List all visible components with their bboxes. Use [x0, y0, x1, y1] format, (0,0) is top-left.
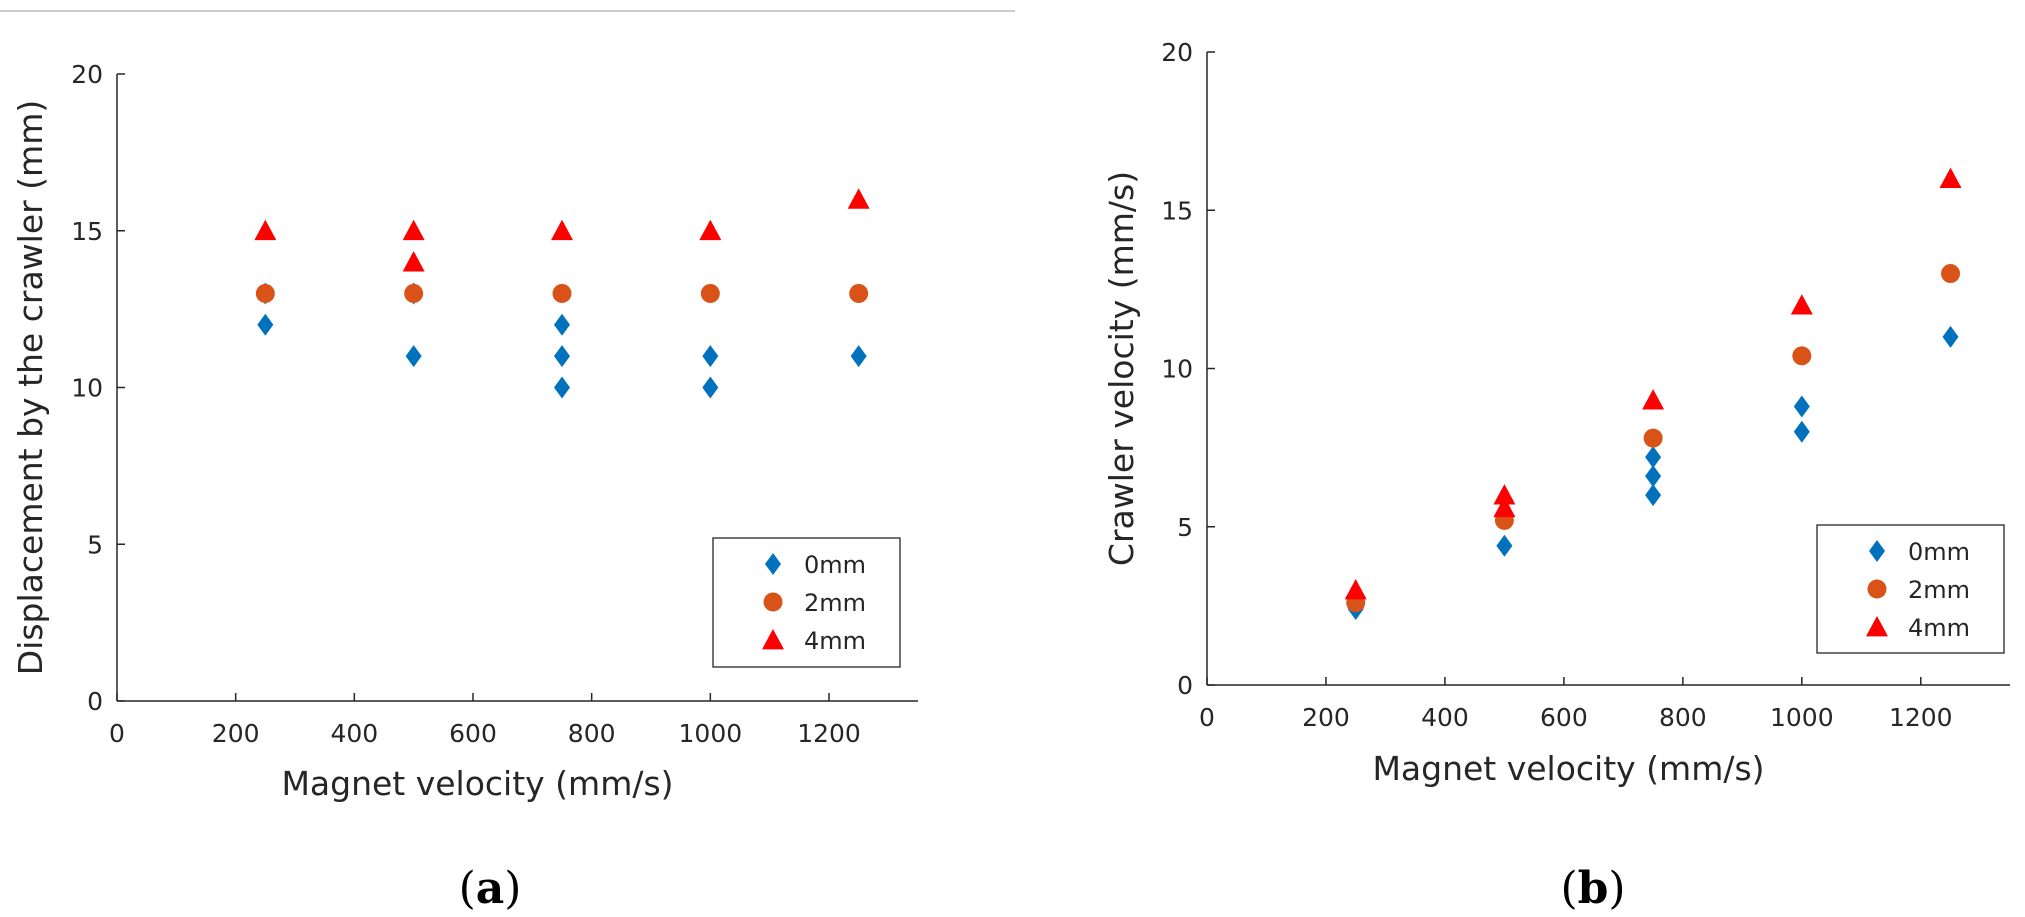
x-tick-label: 600 — [1540, 703, 1588, 732]
caption-close-paren: ) — [1608, 863, 1625, 914]
caption-letter: b — [1578, 863, 1609, 914]
y-tick-label: 20 — [1161, 38, 1193, 67]
data-point-0mm — [702, 345, 719, 368]
data-point-4mm — [1493, 484, 1516, 505]
data-point-2mm — [849, 283, 869, 303]
x-tick-label: 1200 — [1889, 703, 1953, 732]
data-point-4mm — [699, 219, 722, 241]
data-point-2mm — [1643, 428, 1663, 448]
data-point-0mm — [554, 376, 570, 399]
x-tick-label: 400 — [1421, 703, 1469, 732]
y-tick-label: 15 — [1161, 196, 1193, 225]
data-point-0mm — [257, 313, 274, 336]
legend-label: 2mm — [804, 589, 866, 617]
data-point-4mm — [402, 219, 425, 241]
data-point-2mm — [552, 283, 572, 303]
legend-marker-4mm — [1866, 616, 1888, 637]
data-point-4mm — [847, 188, 870, 209]
data-point-0mm — [1793, 395, 1810, 418]
y-axis-label: Displacement by the crawler (mm) — [11, 100, 50, 675]
data-point-4mm — [551, 219, 573, 241]
panel-caption: (a) — [459, 863, 522, 914]
y-tick-label: 15 — [71, 217, 103, 246]
data-point-2mm — [255, 283, 275, 303]
data-point-2mm — [404, 283, 424, 303]
legend-label: 4mm — [1908, 614, 1970, 642]
x-tick-label: 400 — [330, 719, 378, 748]
data-point-0mm — [405, 345, 422, 368]
legend-marker-0mm — [1869, 540, 1885, 562]
data-point-0mm — [1645, 465, 1662, 488]
data-point-0mm — [1793, 420, 1810, 443]
legend: 0mm 2mm 4mm — [1816, 524, 2005, 654]
x-tick-label: 800 — [1659, 703, 1707, 732]
y-tick-label: 5 — [1177, 513, 1193, 542]
data-point-4mm — [1790, 294, 1813, 315]
y-tick-label: 20 — [71, 60, 103, 89]
x-tick-label: 1200 — [797, 719, 861, 748]
data-point-4mm — [1493, 496, 1516, 518]
legend-marker-2mm — [763, 592, 783, 612]
data-point-0mm — [850, 345, 867, 368]
caption-open-paren: ( — [1560, 863, 1577, 914]
legend-label: 4mm — [804, 627, 866, 655]
caption-open-paren: ( — [459, 863, 476, 914]
y-tick-label: 5 — [87, 530, 103, 559]
data-point-4mm — [254, 219, 277, 241]
legend-box — [712, 537, 901, 668]
data-point-2mm — [1792, 346, 1812, 366]
x-tick-label: 0 — [1199, 703, 1215, 732]
data-point-2mm — [700, 283, 720, 303]
data-point-0mm — [1496, 534, 1513, 557]
y-tick-label: 0 — [1177, 671, 1193, 700]
legend-label: 2mm — [1908, 576, 1970, 604]
legend-marker-2mm — [1867, 579, 1887, 599]
y-tick-label: 0 — [87, 687, 103, 716]
y-axis-label: Crawler velocity (mm/s) — [1102, 171, 1141, 566]
data-point-0mm — [1645, 484, 1662, 507]
panel-a: 0 200 400 600 800 1000 1200 0 5 10 15 20 Magnet velo… — [11, 60, 918, 914]
data-point-0mm — [702, 376, 719, 399]
data-point-0mm — [1942, 325, 1959, 348]
x-tick-label: 0 — [109, 719, 125, 748]
x-tick-label: 800 — [568, 719, 616, 748]
x-tick-label: 200 — [1302, 703, 1350, 732]
data-point-4mm — [402, 251, 425, 272]
caption-letter: a — [476, 863, 505, 914]
data-point-4mm — [1939, 167, 1962, 188]
x-tick-label: 1000 — [1770, 703, 1834, 732]
x-tick-label: 600 — [449, 719, 497, 748]
legend-label: 0mm — [804, 551, 866, 579]
legend-box — [1816, 524, 2005, 654]
data-point-0mm — [1645, 446, 1662, 469]
data-point-2mm — [1941, 264, 1961, 284]
x-tick-label: 200 — [212, 719, 260, 748]
legend-marker-4mm — [762, 629, 784, 650]
legend-marker-0mm — [765, 553, 781, 575]
x-tick-label: 1000 — [679, 719, 743, 748]
panel-b: 0 200 400 600 800 1000 1200 0 5 10 15 20 Magnet velo… — [1102, 38, 2010, 914]
x-axis-label: Magnet velocity (mm/s) — [1372, 749, 1764, 788]
caption-close-paren: ) — [504, 863, 521, 914]
y-tick-label: 10 — [71, 374, 103, 403]
data-point-4mm — [1344, 579, 1367, 600]
panel-caption: (b) — [1560, 863, 1625, 914]
data-point-4mm — [1642, 389, 1665, 410]
legend: 0mm 2mm 4mm — [712, 537, 901, 668]
y-tick-label: 10 — [1161, 355, 1193, 384]
data-point-0mm — [554, 345, 570, 368]
x-axis-label: Magnet velocity (mm/s) — [281, 764, 673, 803]
data-point-0mm — [554, 313, 570, 336]
legend-label: 0mm — [1908, 538, 1970, 566]
